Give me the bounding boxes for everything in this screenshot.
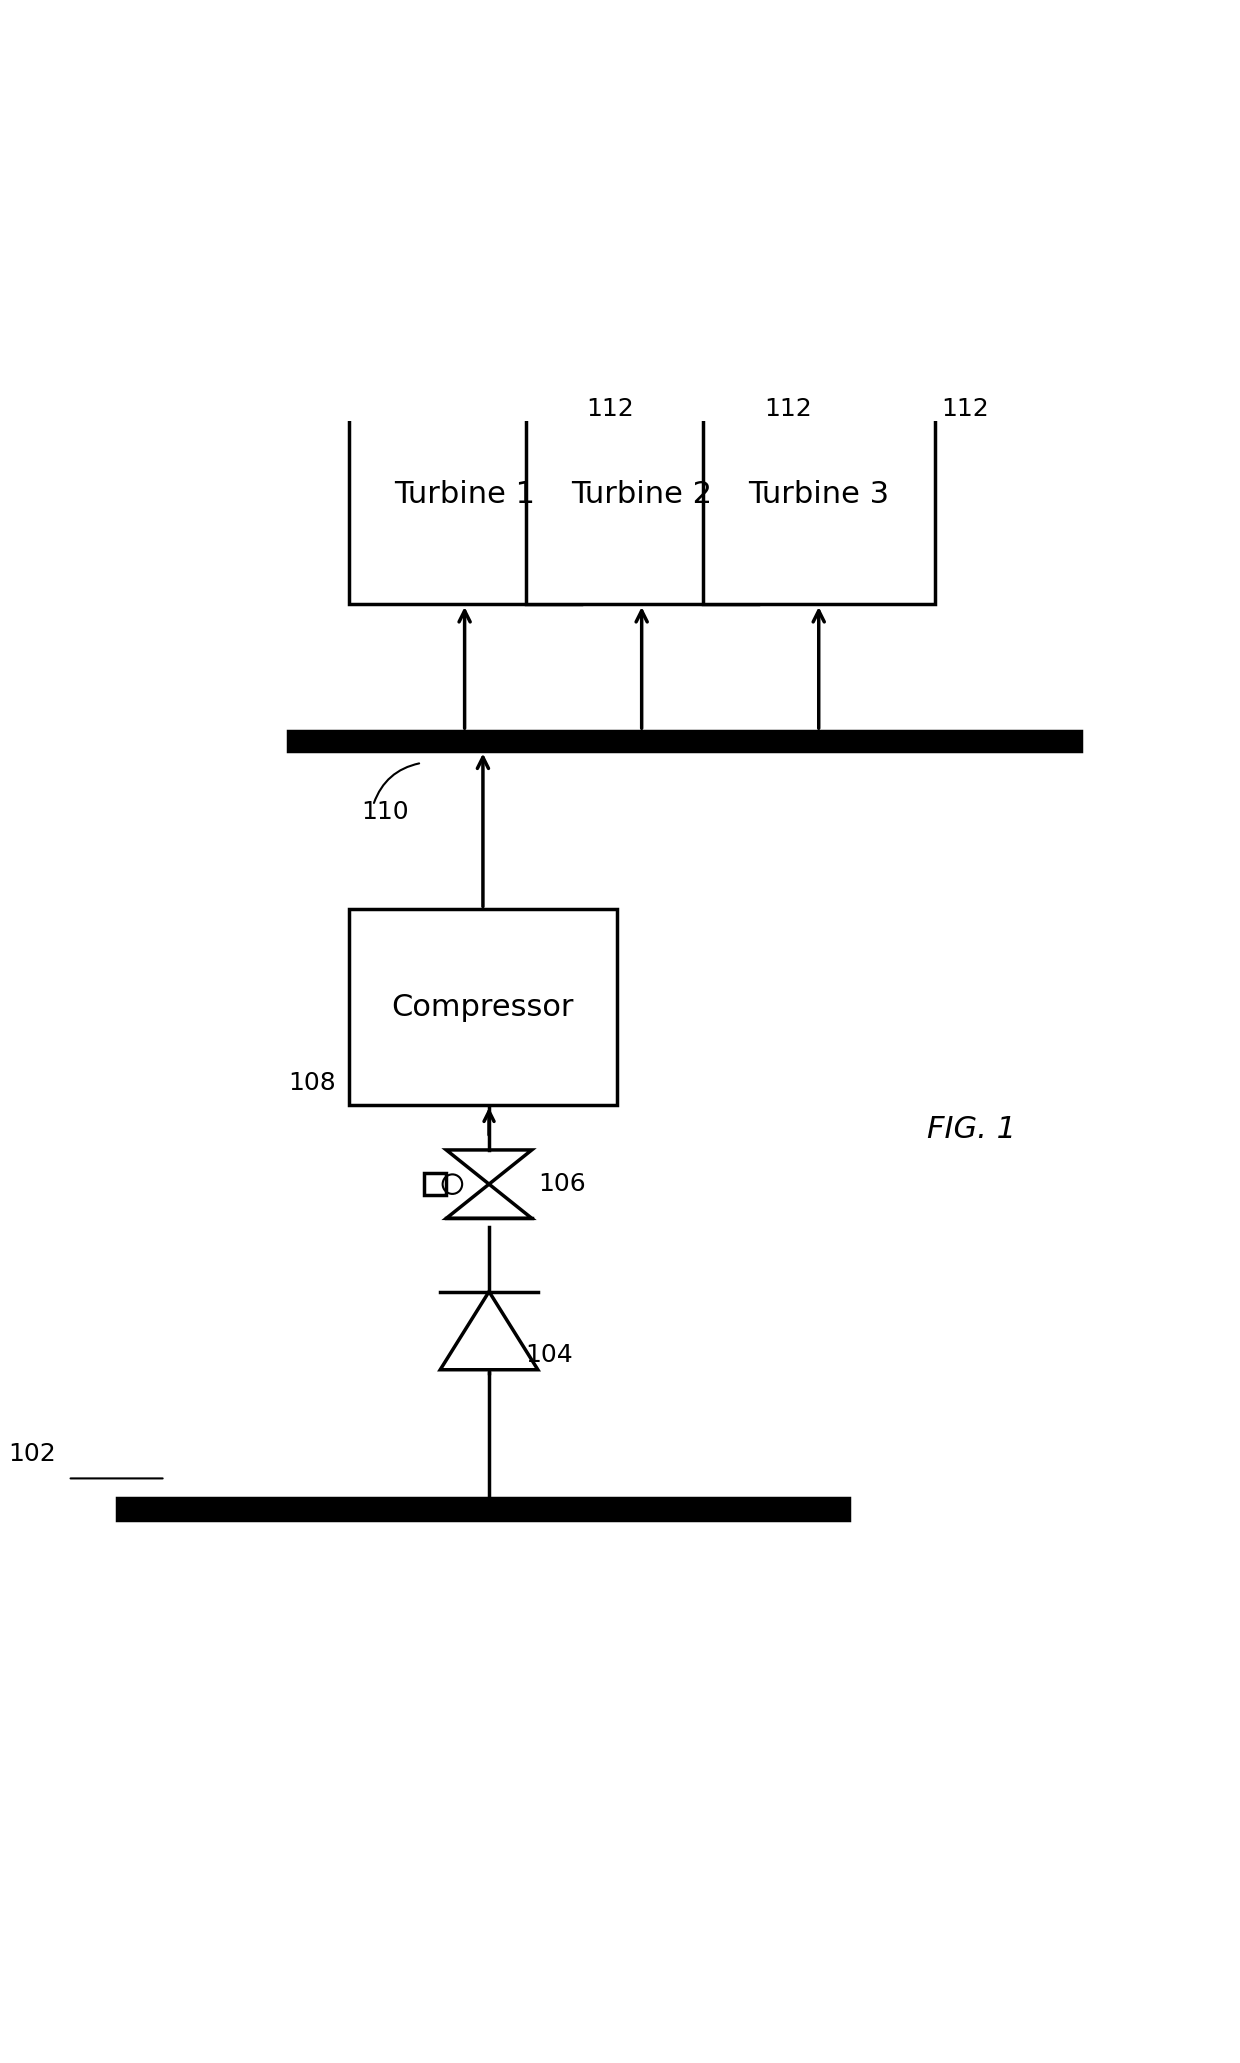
Text: Compressor: Compressor [392, 992, 574, 1021]
Bar [424, 1174, 446, 1194]
Bar [526, 384, 758, 604]
Bar [117, 1498, 849, 1520]
Bar [703, 384, 935, 604]
Text: 110: 110 [361, 800, 408, 823]
Bar [348, 910, 618, 1106]
Text: FIG. 1: FIG. 1 [926, 1114, 1016, 1143]
Text: 112: 112 [764, 396, 811, 421]
Text: Turbine 3: Turbine 3 [748, 481, 889, 510]
Text: 104: 104 [526, 1343, 573, 1368]
Text: Turbine 2: Turbine 2 [572, 481, 712, 510]
Text: 102: 102 [7, 1442, 56, 1467]
Bar [348, 384, 580, 604]
Text: 108: 108 [289, 1071, 336, 1095]
Text: 112: 112 [587, 396, 635, 421]
Text: 106: 106 [538, 1172, 585, 1197]
Bar [288, 730, 1081, 751]
Text: Turbine 1: Turbine 1 [394, 481, 536, 510]
Text: 112: 112 [941, 396, 988, 421]
